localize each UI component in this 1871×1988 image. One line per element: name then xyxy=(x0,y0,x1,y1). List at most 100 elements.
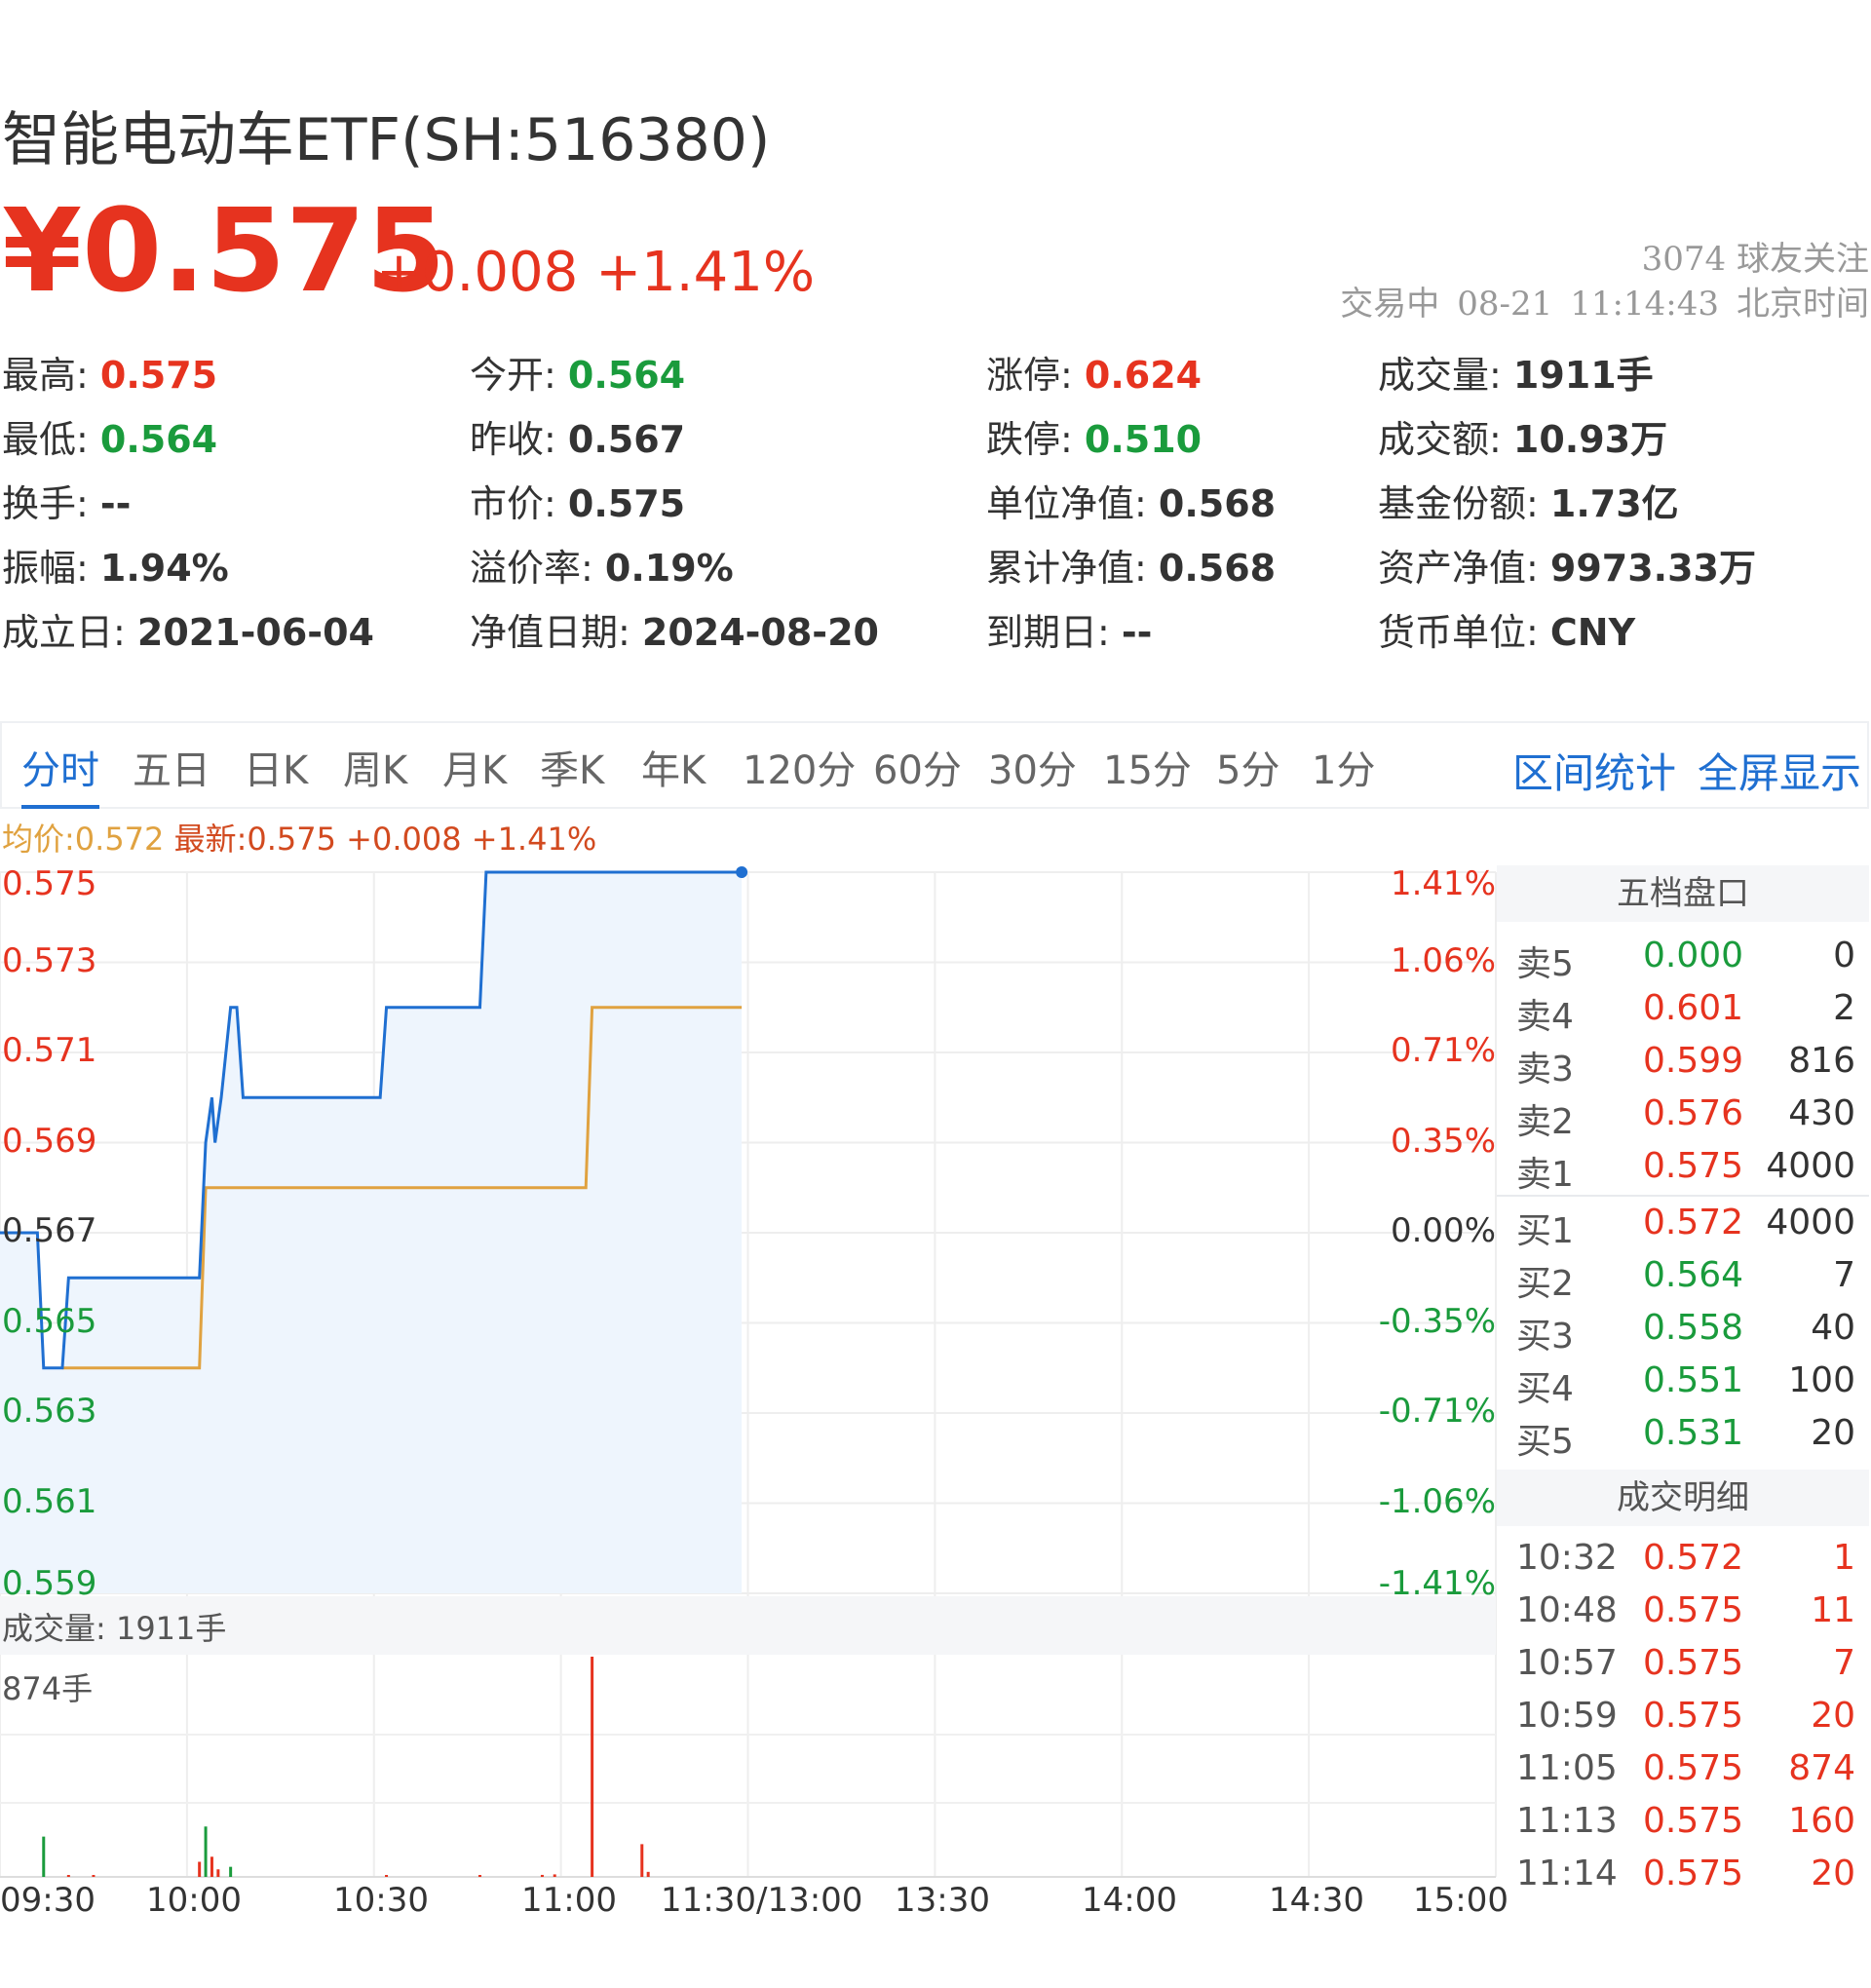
quote-value: 0.19% xyxy=(604,547,734,590)
x-tick-label: 09:30 xyxy=(0,1881,95,1920)
tab-3[interactable]: 周K xyxy=(343,748,408,793)
quote-item: 振幅: 1.94% xyxy=(2,538,229,592)
tab-1[interactable]: 五日 xyxy=(133,748,210,793)
ask-bid-divider xyxy=(1497,1195,1869,1197)
ask-row-label: 卖2 xyxy=(1516,1102,1574,1142)
quote-value: 0.568 xyxy=(1158,482,1277,525)
change-value: +0.008 xyxy=(376,241,579,304)
quote-label: 单位净值: xyxy=(986,482,1159,525)
ask-row-label: 卖1 xyxy=(1516,1155,1574,1195)
ask-row: 卖4 0.601 2 xyxy=(1497,982,1869,1037)
quote-item: 成立日: 2021-06-04 xyxy=(2,602,374,656)
tab-4[interactable]: 月K xyxy=(442,748,508,793)
y-tick-price: 0.571 xyxy=(2,1031,97,1070)
y-tick-price: 0.567 xyxy=(2,1211,97,1250)
quote-item: 最低: 0.564 xyxy=(2,409,217,463)
trade-row-label: 11:14 xyxy=(1516,1854,1618,1893)
trade-row: 10:32 0.572 1 xyxy=(1497,1532,1869,1585)
tab-7[interactable]: 120分 xyxy=(743,748,857,793)
quote-value: -- xyxy=(99,482,132,525)
price-line xyxy=(0,870,743,1370)
tab-0[interactable]: 分时 xyxy=(21,739,99,809)
current-price: ¥0.575 xyxy=(2,183,446,318)
status-timezone: 北京时间 xyxy=(1737,285,1869,324)
tab-6[interactable]: 年K xyxy=(641,748,706,793)
quote-label: 市价: xyxy=(470,482,568,525)
tab-9[interactable]: 30分 xyxy=(988,748,1077,793)
quote-value: 1911手 xyxy=(1512,354,1654,397)
bid-row-label: 买2 xyxy=(1516,1264,1574,1304)
y-tick-price: 0.573 xyxy=(2,940,97,980)
ask-row-qty: 4000 xyxy=(1766,1146,1855,1186)
quote-label: 涨停: xyxy=(986,354,1085,397)
range-stats-button[interactable]: 区间统计 xyxy=(1512,749,1677,797)
fullscreen-button[interactable]: 全屏显示 xyxy=(1698,749,1862,797)
quote-value: 0.624 xyxy=(1084,354,1203,397)
quote-value: 0.564 xyxy=(99,418,218,461)
quote-label: 今开: xyxy=(470,354,568,397)
status-date: 08-21 xyxy=(1457,285,1553,324)
trade-row-label: 10:48 xyxy=(1516,1590,1618,1630)
tab-8[interactable]: 60分 xyxy=(873,748,962,793)
status-label: 交易中 xyxy=(1340,285,1440,324)
trade-row: 10:57 0.575 7 xyxy=(1497,1637,1869,1690)
volume-header: 成交量: 1911手 xyxy=(0,1596,1496,1655)
y-tick-pct: -0.35% xyxy=(1378,1301,1496,1341)
trade-row-qty: 160 xyxy=(1788,1801,1855,1841)
quote-item: 净值日期: 2024-08-20 xyxy=(470,602,879,656)
tab-10[interactable]: 15分 xyxy=(1103,748,1192,793)
ask-row: 卖2 0.576 430 xyxy=(1497,1088,1869,1142)
quote-item: 基金份额: 1.73亿 xyxy=(1378,474,1679,527)
quote-item: 溢价率: 0.19% xyxy=(470,538,734,592)
trade-row-qty: 20 xyxy=(1811,1854,1855,1893)
order-book-panel: 五档盘口 卖5 0.000 0 卖4 0.601 2 卖3 0.599 816 卖2 0.576 43… xyxy=(1497,865,1869,1893)
price-change: +0.008 +1.41% xyxy=(376,246,815,300)
quote-value: 1.94% xyxy=(99,547,229,590)
bid-row-qty: 20 xyxy=(1811,1413,1855,1453)
y-tick-price: 0.569 xyxy=(2,1121,97,1161)
quote-label: 最高: xyxy=(2,354,100,397)
chart-tabs: 区间统计 全屏显示 分时 五日 日K 周K 月K 季K 年K 120分 60分 30分 15分 5分 1… xyxy=(0,721,1869,809)
quote-label: 换手: xyxy=(2,482,100,525)
bid-row: 买2 0.564 7 xyxy=(1497,1249,1869,1304)
intraday-chart[interactable] xyxy=(0,858,1501,1969)
volume-max-label: 874手 xyxy=(2,1670,94,1707)
quote-label: 成交量: xyxy=(1378,354,1513,397)
x-tick-label: 10:30 xyxy=(333,1881,429,1920)
tab-5[interactable]: 季K xyxy=(540,748,605,793)
y-tick-pct: 0.00% xyxy=(1390,1211,1496,1250)
bid-row: 买5 0.531 20 xyxy=(1497,1407,1869,1462)
ask-row: 卖3 0.599 816 xyxy=(1497,1035,1869,1090)
volume-total: 成交量: 1911手 xyxy=(2,1610,227,1647)
trade-row: 10:48 0.575 11 xyxy=(1497,1585,1869,1637)
trade-row-qty: 1 xyxy=(1833,1538,1855,1578)
ask-row: 卖5 0.000 0 xyxy=(1497,930,1869,984)
quote-item: 跌停: 0.510 xyxy=(986,409,1202,463)
trade-row-label: 10:59 xyxy=(1516,1696,1618,1736)
follower-count[interactable]: 3074 球友关注 xyxy=(1641,240,1869,279)
legend-avg: 均价:0.572 xyxy=(2,821,165,858)
x-tick-label: 14:00 xyxy=(1082,1881,1177,1920)
tab-11[interactable]: 5分 xyxy=(1216,748,1280,793)
bid-row-qty: 100 xyxy=(1788,1360,1855,1400)
tab-12[interactable]: 1分 xyxy=(1312,748,1376,793)
ask-row-label: 卖3 xyxy=(1516,1050,1574,1090)
ask-row-qty: 0 xyxy=(1833,936,1855,975)
bid-row-label: 买3 xyxy=(1516,1317,1574,1357)
trade-row-price: 0.575 xyxy=(1643,1854,1744,1893)
tab-2[interactable]: 日K xyxy=(244,748,309,793)
quote-label: 成立日: xyxy=(2,611,137,654)
ask-row-price: 0.575 xyxy=(1643,1146,1744,1186)
trade-row-label: 11:13 xyxy=(1516,1801,1618,1841)
quote-label: 振幅: xyxy=(2,547,100,590)
trade-row-price: 0.575 xyxy=(1643,1801,1744,1841)
quote-item: 成交额: 10.93万 xyxy=(1378,409,1667,463)
trade-row-qty: 11 xyxy=(1811,1590,1855,1630)
trade-row-price: 0.575 xyxy=(1643,1643,1744,1683)
bid-row-price: 0.564 xyxy=(1643,1255,1744,1295)
trade-row-label: 10:32 xyxy=(1516,1538,1618,1578)
chart-legend: 均价:0.572 最新:0.575 +0.008 +1.41% xyxy=(2,815,596,860)
avg-price-line xyxy=(61,1006,743,1370)
quote-value: 2024-08-20 xyxy=(641,611,879,654)
x-tick-label: 11:00 xyxy=(521,1881,617,1920)
